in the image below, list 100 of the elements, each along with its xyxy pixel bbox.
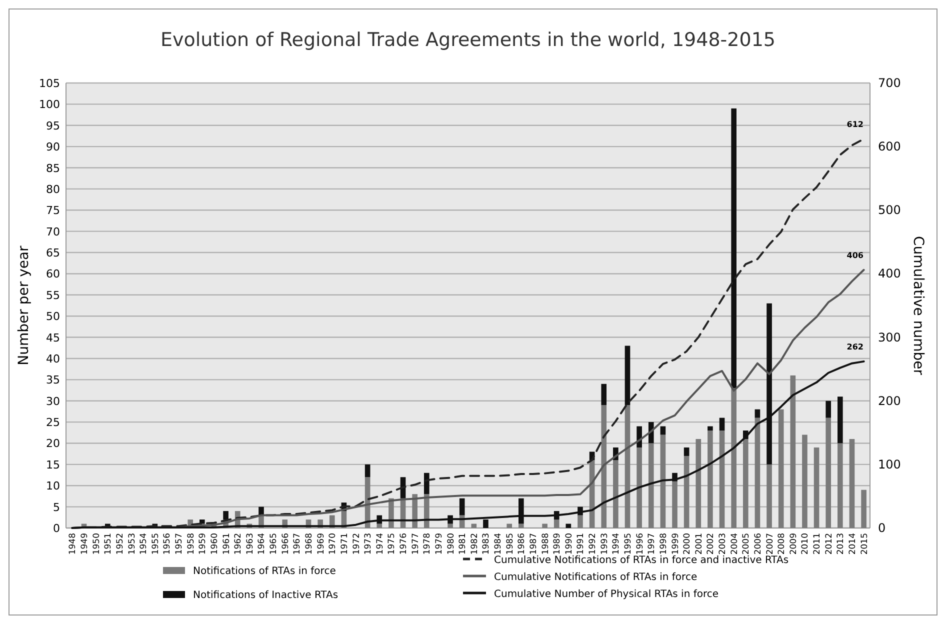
y-tick-label: 15 bbox=[46, 458, 60, 472]
legend-label: Notifications of Inactive RTAs bbox=[193, 590, 338, 601]
y2-tick-label: 0 bbox=[878, 521, 886, 535]
x-tick-label: 1974 bbox=[375, 533, 386, 555]
bar bbox=[578, 515, 583, 528]
x-tick-label: 2007 bbox=[765, 533, 776, 555]
x-tick-label: 1965 bbox=[269, 533, 280, 555]
x-tick-label: 2013 bbox=[836, 533, 846, 555]
y-tick-label: 0 bbox=[53, 522, 60, 535]
y-tick-label: 90 bbox=[46, 140, 60, 154]
bar bbox=[471, 524, 477, 528]
x-tick-label: 1999 bbox=[670, 533, 681, 555]
x-tick-label: 1962 bbox=[234, 533, 244, 555]
bar bbox=[624, 405, 630, 528]
y-tick-label: 25 bbox=[46, 416, 60, 430]
y-tick-label: 30 bbox=[46, 394, 60, 408]
x-tick-label: 1975 bbox=[387, 533, 398, 555]
x-tick-label: 1955 bbox=[150, 533, 161, 555]
chart-title: Evolution of Regional Trade Agreements in the world, 1948-2015 bbox=[160, 29, 776, 51]
bar bbox=[684, 456, 690, 528]
bar bbox=[708, 430, 713, 528]
y-tick-label: 20 bbox=[46, 437, 60, 450]
x-tick-label: 1960 bbox=[210, 533, 220, 555]
y-tick-label: 80 bbox=[46, 182, 60, 196]
y-tick-label: 100 bbox=[39, 98, 60, 112]
x-tick-label: 1987 bbox=[528, 533, 539, 555]
x-tick-label: 1990 bbox=[564, 533, 574, 555]
bar bbox=[624, 346, 630, 406]
x-tick-label: 2002 bbox=[706, 533, 716, 555]
bar bbox=[672, 481, 678, 528]
x-tick-label: 1950 bbox=[92, 533, 102, 555]
bar bbox=[731, 388, 736, 528]
y2-tick-label: 200 bbox=[878, 394, 901, 408]
x-tick-label: 1983 bbox=[482, 533, 492, 555]
x-tick-label: 1952 bbox=[115, 533, 126, 555]
bar bbox=[826, 400, 832, 418]
x-tick-label: 1971 bbox=[340, 533, 350, 555]
bar bbox=[376, 524, 382, 528]
data-label: 612 bbox=[846, 120, 864, 129]
x-tick-label: 1997 bbox=[647, 533, 658, 555]
x-tick-label: 1961 bbox=[222, 533, 232, 555]
bar bbox=[518, 524, 524, 528]
x-tick-label: 2014 bbox=[848, 533, 858, 555]
legend-label: Cumulative Number of Physical RTAs in force bbox=[494, 589, 719, 600]
bar bbox=[660, 434, 666, 528]
bar bbox=[754, 409, 760, 418]
legend-label: Cumulative Notifications of RTAs in force and inactive RTAs bbox=[494, 555, 789, 566]
y-tick-label: 10 bbox=[46, 480, 60, 493]
x-tick-label: 1957 bbox=[174, 533, 185, 555]
x-tick-label: 2003 bbox=[718, 533, 728, 555]
x-tick-label: 1986 bbox=[517, 533, 528, 555]
bar bbox=[223, 511, 228, 520]
x-tick-label: 2005 bbox=[742, 533, 752, 555]
x-tick-label: 1948 bbox=[68, 533, 78, 555]
x-tick-label: 1993 bbox=[600, 533, 610, 555]
x-tick-label: 2009 bbox=[788, 533, 799, 555]
bar bbox=[684, 447, 690, 456]
bar bbox=[448, 524, 453, 528]
x-tick-label: 1953 bbox=[127, 533, 138, 555]
x-tick-label: 1963 bbox=[245, 533, 256, 555]
x-tick-label: 1977 bbox=[410, 533, 421, 555]
x-tick-label: 2000 bbox=[682, 533, 693, 555]
bar bbox=[838, 396, 843, 444]
bar bbox=[696, 439, 702, 528]
x-tick-label: 2001 bbox=[694, 533, 704, 555]
y-tick-label: 85 bbox=[46, 162, 60, 175]
x-tick-label: 1954 bbox=[139, 533, 150, 555]
bar bbox=[554, 520, 560, 528]
bar bbox=[459, 498, 465, 516]
bar bbox=[518, 498, 524, 524]
x-tick-label: 1992 bbox=[588, 533, 598, 555]
x-tick-label: 2008 bbox=[777, 533, 788, 555]
x-tick-label: 1970 bbox=[328, 533, 338, 555]
y-tick-label: 60 bbox=[46, 268, 60, 281]
bar bbox=[719, 430, 725, 528]
x-tick-label: 1998 bbox=[658, 533, 669, 555]
x-tick-label: 2004 bbox=[730, 533, 740, 555]
bar bbox=[849, 439, 855, 528]
x-tick-label: 1951 bbox=[104, 533, 114, 555]
bar bbox=[601, 384, 607, 406]
y-tick-label: 50 bbox=[46, 310, 60, 324]
x-tick-label: 1969 bbox=[316, 533, 326, 555]
x-tick-label: 1989 bbox=[552, 533, 563, 555]
x-tick-label: 2006 bbox=[753, 533, 764, 555]
bar bbox=[648, 443, 654, 528]
x-tick-label: 1968 bbox=[304, 533, 314, 555]
y2-axis-title: Cumulative number bbox=[910, 236, 926, 376]
bar bbox=[861, 490, 866, 528]
x-tick-label: 1967 bbox=[292, 533, 303, 555]
bar bbox=[754, 418, 760, 528]
bar bbox=[708, 426, 713, 431]
x-tick-label: 1972 bbox=[352, 533, 362, 555]
bar bbox=[364, 464, 370, 478]
bar bbox=[826, 418, 832, 528]
x-tick-label: 1985 bbox=[505, 533, 516, 555]
y-tick-label: 65 bbox=[46, 246, 60, 260]
bar bbox=[636, 447, 642, 528]
x-tick-label: 1959 bbox=[198, 533, 208, 555]
legend-label: Cumulative Notifications of RTAs in force bbox=[494, 572, 698, 583]
x-tick-label: 1988 bbox=[540, 533, 551, 555]
